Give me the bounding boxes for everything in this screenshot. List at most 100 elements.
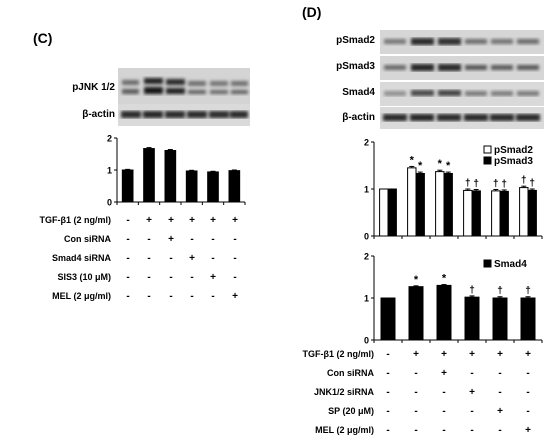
blot-bactin-c-bands xyxy=(121,111,248,118)
chart-d1-ytick-label-0: 0 xyxy=(364,232,369,242)
panel-d-sign-r3-c5: - xyxy=(526,406,530,417)
chart-d1-annotation-4: † xyxy=(465,178,471,189)
blot-label-pjnk: pJNK 1/2 xyxy=(72,82,115,93)
panel-c-condition-label-4: MEL (2 μg/ml) xyxy=(52,291,111,301)
panel-d-sign-r4-c3: - xyxy=(470,425,474,436)
panel-c-sign-r3-c4: + xyxy=(210,272,216,283)
panel-c-sign-r2-c2: - xyxy=(169,253,173,264)
chart-d1-bar-s0-c5 xyxy=(519,187,529,237)
blot-psmad3 xyxy=(380,56,544,80)
chart-d1-ytick-label-1: 1 xyxy=(364,185,369,195)
blot-psmad2-bands xyxy=(384,38,539,45)
chart-c: 0 1 2 xyxy=(107,134,246,208)
panel-c-sign-r4-c0: - xyxy=(126,291,130,302)
panel-d-sign-r0-c3: + xyxy=(469,349,475,360)
chart-d1-bar-s1-c1 xyxy=(415,172,425,237)
panel-d-sign-r3-c1: - xyxy=(414,406,418,417)
blot-label-bactin-d: β-actin xyxy=(342,112,375,123)
chart-c-ytick-label-1: 1 xyxy=(107,166,112,176)
panel-d-condition-label-2: JNK1/2 siRNA xyxy=(313,387,374,397)
chart-d2-annotation-3: † xyxy=(497,286,503,297)
chart-d2: 0 1 2 * * † † † Smad4 xyxy=(364,252,543,346)
panel-c-label: (C) xyxy=(33,30,53,46)
blot-psmad2 xyxy=(380,30,544,54)
panel-d-condition-label-4: MEL (2 μg/ml) xyxy=(315,425,374,435)
panel-d-sign-r0-c4: + xyxy=(497,349,503,360)
chart-d2-ytick-label-0: 0 xyxy=(364,336,369,346)
panel-d-sign-r2-c0: - xyxy=(386,387,390,398)
panel-c-condition-label-1: Con siRNA xyxy=(64,234,111,244)
panel-d-condition-label-1: Con siRNA xyxy=(327,368,374,378)
panel-d-sign-r2-c3: + xyxy=(469,387,475,398)
chart-d2-bar-s0-c0 xyxy=(380,297,396,341)
chart-d1-bar-s0-c3 xyxy=(463,189,473,237)
blot-pjnk-bands xyxy=(122,78,248,94)
panel-c-sign-r2-c5: - xyxy=(233,253,237,264)
panel-d-sign-r0-c0: - xyxy=(386,349,390,360)
panel-d-sign-r1-c5: - xyxy=(526,368,530,379)
panel-d-sign-r1-c2: + xyxy=(441,368,447,379)
panel-d-sign-r1-c0: - xyxy=(386,368,390,379)
panel-c-sign-r4-c4: - xyxy=(211,291,215,302)
panel-c-sign-r2-c1: - xyxy=(147,253,151,264)
panel-c-sign-r1-c3: - xyxy=(190,234,194,245)
panel-c-sign-r0-c3: + xyxy=(189,215,195,226)
chart-d2-legend-label-0: Smad4 xyxy=(494,259,527,270)
panel-d-sign-r1-c3: - xyxy=(470,368,474,379)
chart-c-bar-s0-c0 xyxy=(121,169,134,203)
chart-d1-annotation-8: † xyxy=(521,175,527,186)
blot-label-psmad2: pSmad2 xyxy=(336,35,375,46)
panel-d-sign-r4-c2: - xyxy=(442,425,446,436)
chart-d2-annotation-2: † xyxy=(469,285,475,296)
chart-d1-annotation-1: * xyxy=(418,160,423,172)
chart-d2-bar-s0-c2 xyxy=(436,284,452,341)
chart-d2-legend-swatch-0 xyxy=(483,259,492,268)
chart-d1-annotation-6: † xyxy=(493,178,499,189)
panel-c-sign-r1-c0: - xyxy=(126,234,130,245)
chart-d1-legend-swatch-0 xyxy=(483,145,492,154)
chart-d1-bar-s0-c0 xyxy=(379,188,389,237)
panel-c-sign-r2-c0: - xyxy=(126,253,130,264)
chart-c-bar-s0-c1 xyxy=(143,148,155,203)
panel-d-sign-r2-c2: - xyxy=(442,387,446,398)
panel-c-sign-r4-c1: - xyxy=(147,291,151,302)
blot-bactin-d xyxy=(380,107,544,129)
chart-d1-bar-s0-c1 xyxy=(407,167,417,237)
panel-d-sign-r4-c0: - xyxy=(386,425,390,436)
chart-d1-legend-label-1: pSmad3 xyxy=(494,156,533,167)
panel-c-sign-r3-c5: - xyxy=(233,272,237,283)
panel-d-label: (D) xyxy=(302,4,322,20)
panel-d-sign-r2-c5: - xyxy=(526,387,530,398)
panel-c-condition-label-3: SIS3 (10 μM) xyxy=(57,272,111,282)
panel-c-sign-r4-c3: - xyxy=(190,291,194,302)
chart-d2-annotation-1: * xyxy=(442,273,447,285)
panel-d-sign-r2-c4: - xyxy=(498,387,502,398)
panel-d-sign-r3-c0: - xyxy=(386,406,390,417)
chart-d1-bar-s0-c4 xyxy=(491,190,501,237)
chart-d1-annotation-0: * xyxy=(410,154,415,166)
panel-c-sign-r3-c2: - xyxy=(169,272,173,283)
panel-d-sign-r4-c4: - xyxy=(498,425,502,436)
blot-label-smad4: Smad4 xyxy=(342,87,375,98)
chart-d1-bar-s1-c5 xyxy=(527,189,537,237)
panel-d-sign-r0-c1: + xyxy=(413,349,419,360)
panel-c-sign-r1-c2: + xyxy=(168,234,174,245)
panel-c-sign-r1-c4: - xyxy=(211,234,215,245)
panel-c-condition-label-2: Smad4 siRNA xyxy=(51,253,111,263)
chart-d2-annotation-4: † xyxy=(525,286,531,297)
chart-d1-legend-swatch-1 xyxy=(483,156,492,165)
panel-d-sign-r0-c5: + xyxy=(525,349,531,360)
panel-c-sign-r0-c5: + xyxy=(232,215,238,226)
panel-d-sign-r4-c5: + xyxy=(525,425,531,436)
chart-c-ytick-label-0: 0 xyxy=(107,198,112,208)
chart-d1-bar-s1-c0 xyxy=(387,188,397,237)
chart-d2-ytick-label-1: 1 xyxy=(364,294,369,304)
panel-c-sign-r3-c3: - xyxy=(190,272,194,283)
panel-c-sign-r3-c1: - xyxy=(147,272,151,283)
panel-d-sign-r2-c1: - xyxy=(414,387,418,398)
blot-psmad3-bands xyxy=(384,64,539,71)
panel-d-condition-label-0: TGF-β1 (2 ng/ml) xyxy=(302,349,375,359)
panel-c-sign-r0-c4: + xyxy=(210,215,216,226)
panel-c-sign-r0-c1: + xyxy=(146,215,152,226)
